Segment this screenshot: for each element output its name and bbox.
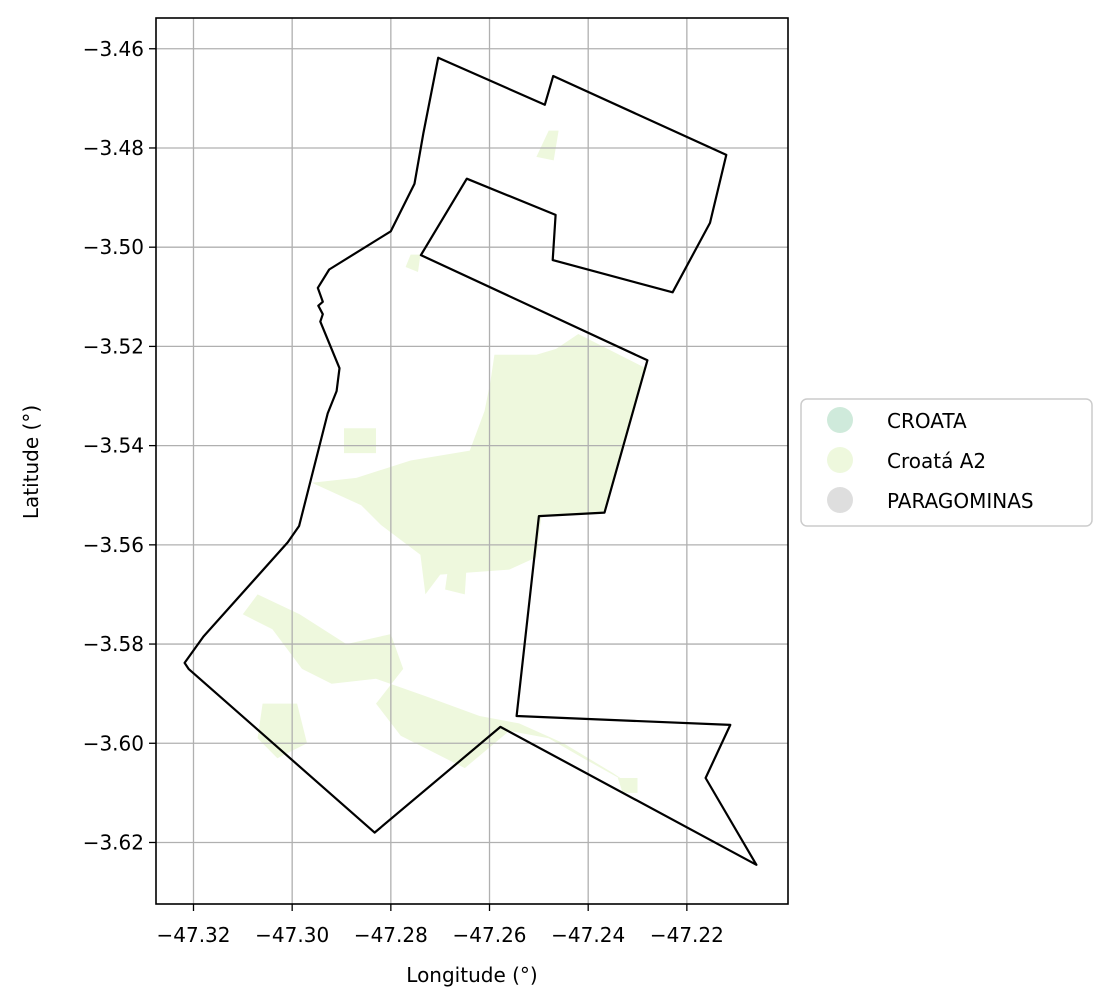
legend-entry-paragominas: PARAGOMINAS bbox=[827, 487, 1034, 513]
legend-entry-croata-a2: Croatá A2 bbox=[827, 447, 986, 473]
croata-a2-area bbox=[536, 130, 559, 161]
legend-label-croata: CROATA bbox=[887, 409, 967, 433]
croata-a2-area bbox=[257, 703, 307, 759]
croata-a2-area bbox=[344, 428, 376, 454]
y-tick-label: −3.50 bbox=[83, 235, 144, 259]
y-tick-label: −3.54 bbox=[83, 434, 144, 458]
paragominas-boundary bbox=[183, 56, 758, 866]
croata-a2-area bbox=[405, 254, 421, 272]
legend-marker-croata-a2 bbox=[827, 447, 853, 473]
x-tick-label: −47.26 bbox=[453, 923, 527, 947]
y-tick-label: −3.58 bbox=[83, 632, 144, 656]
plot-area bbox=[155, 17, 789, 905]
y-axis-title: Latitude (°) bbox=[19, 405, 43, 519]
x-tick-label: −47.30 bbox=[255, 923, 329, 947]
legend-entry-croata: CROATA bbox=[827, 407, 967, 433]
x-axis-title: Longitude (°) bbox=[406, 963, 537, 987]
y-tick-label: −3.56 bbox=[83, 533, 144, 557]
y-tick-label: −3.60 bbox=[83, 731, 144, 755]
legend-marker-croata bbox=[827, 407, 853, 433]
x-tick-label: −47.32 bbox=[156, 923, 230, 947]
legend-frame bbox=[800, 398, 1093, 527]
y-tick-label: −3.46 bbox=[83, 37, 144, 61]
x-axis-ticks: −47.32 −47.30 −47.28 −47.26 −47.24 −47.22 bbox=[156, 904, 724, 947]
plot-frame bbox=[155, 17, 789, 905]
x-tick-label: −47.22 bbox=[650, 923, 724, 947]
legend-label-croata-a2: Croatá A2 bbox=[887, 449, 986, 473]
croata-a2-layer bbox=[242, 130, 645, 793]
y-tick-label: −3.48 bbox=[83, 136, 144, 160]
legend: CROATA Croatá A2 PARAGOMINAS bbox=[800, 398, 1093, 527]
x-tick-label: −47.28 bbox=[354, 923, 428, 947]
croata-a2-area bbox=[445, 554, 468, 595]
croata-a2-area bbox=[617, 778, 638, 793]
y-tick-label: −3.52 bbox=[83, 334, 144, 358]
y-axis-ticks: −3.46 −3.48 −3.50 −3.52 −3.54 −3.56 −3.58 −3.60… bbox=[83, 37, 156, 854]
legend-marker-paragominas bbox=[827, 487, 853, 513]
x-tick-label: −47.24 bbox=[551, 923, 625, 947]
grid bbox=[156, 18, 788, 904]
croata-a2-area bbox=[242, 594, 628, 783]
y-tick-label: −3.62 bbox=[83, 830, 144, 854]
croata-a2-area bbox=[311, 334, 645, 595]
legend-label-paragominas: PARAGOMINAS bbox=[887, 489, 1034, 513]
